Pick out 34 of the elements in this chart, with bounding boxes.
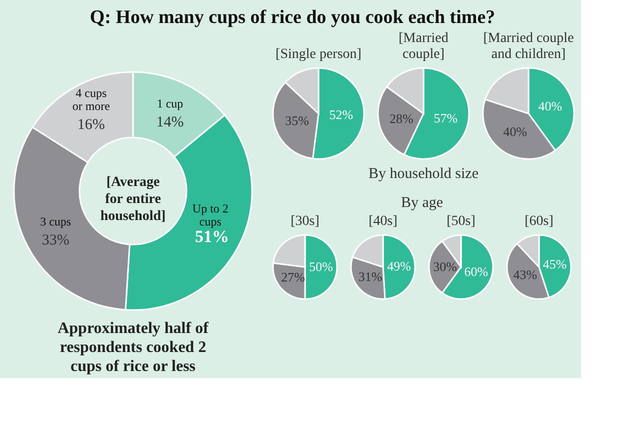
data-label: 57% (434, 110, 458, 126)
chart-title: [40s] (368, 214, 398, 229)
chart-title: [50s] (446, 214, 476, 229)
data-label: 30% (433, 259, 458, 274)
text: 51% (194, 227, 229, 246)
data-label: 14% (156, 114, 184, 130)
data-label: 27% (281, 270, 306, 285)
chart-title: [Married couple] (398, 31, 448, 62)
slice-label: 3 cups (40, 214, 72, 228)
data-label: 60% (464, 264, 488, 279)
data-label: 31% (358, 268, 382, 284)
data-label: 35% (285, 113, 310, 128)
data-label: 45% (542, 256, 567, 272)
data-label: 28% (390, 111, 414, 126)
data-label: 43% (513, 267, 538, 282)
text: Q: How many cups of rice do you cook each time? (90, 7, 496, 28)
data-label: 52% (329, 106, 354, 122)
text: By household size (368, 166, 479, 182)
slice-label: 1 cup (156, 96, 184, 110)
chart-title: [Single person] (276, 47, 362, 62)
data-label: 40% (503, 124, 528, 139)
data-label: 33% (42, 232, 70, 248)
data-label: 49% (387, 258, 412, 274)
chart-title: [30s] (290, 214, 320, 229)
data-label: 16% (77, 116, 105, 133)
data-label: 40% (538, 98, 562, 114)
text: By age (400, 195, 444, 211)
chart-title: [Married couple and children] (483, 31, 574, 62)
slice-label: Up to 2 cups (192, 201, 228, 228)
data-label: 50% (309, 259, 334, 274)
chart-title: [60s] (524, 214, 554, 229)
text: Approximately half of respondents cooked 2 cups of rice or less (58, 320, 210, 375)
text: [Average for entire household] (100, 175, 166, 224)
slice-label: 4 cups or more (72, 86, 110, 113)
